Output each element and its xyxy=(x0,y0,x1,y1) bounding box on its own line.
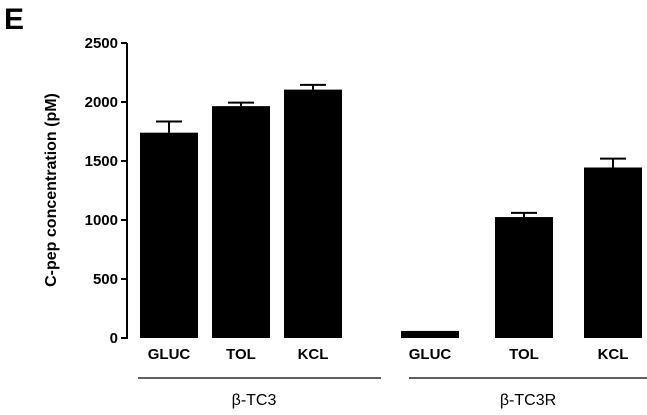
category-label: GLUC xyxy=(409,346,452,363)
y-tick-label: 2000 xyxy=(85,94,118,111)
group-label: β-TC3 xyxy=(232,392,277,409)
y-tick-label: 2500 xyxy=(85,35,118,52)
category-label: KCL xyxy=(298,346,329,363)
bar xyxy=(140,132,198,338)
y-tick-label: 1500 xyxy=(85,153,118,170)
bar xyxy=(401,330,459,338)
plot-area: 0 500 1000 1500 2000 2500 GLUC TOL KCL GLUC TOL KCL… xyxy=(85,35,647,409)
bar xyxy=(284,89,342,338)
category-label: TOL xyxy=(509,346,539,363)
panel-label: E xyxy=(4,3,24,36)
y-tick-label: 500 xyxy=(93,271,118,288)
bar xyxy=(584,167,642,338)
bar xyxy=(495,217,553,338)
category-label: KCL xyxy=(598,346,629,363)
group-label: β-TC3R xyxy=(500,392,556,409)
category-label: GLUC xyxy=(148,346,191,363)
category-label: TOL xyxy=(226,346,256,363)
y-tick-label: 0 xyxy=(110,330,118,347)
y-axis-title: C-pep concentration (pM) xyxy=(43,93,60,287)
y-tick-label: 1000 xyxy=(85,212,118,229)
bar xyxy=(212,106,270,338)
